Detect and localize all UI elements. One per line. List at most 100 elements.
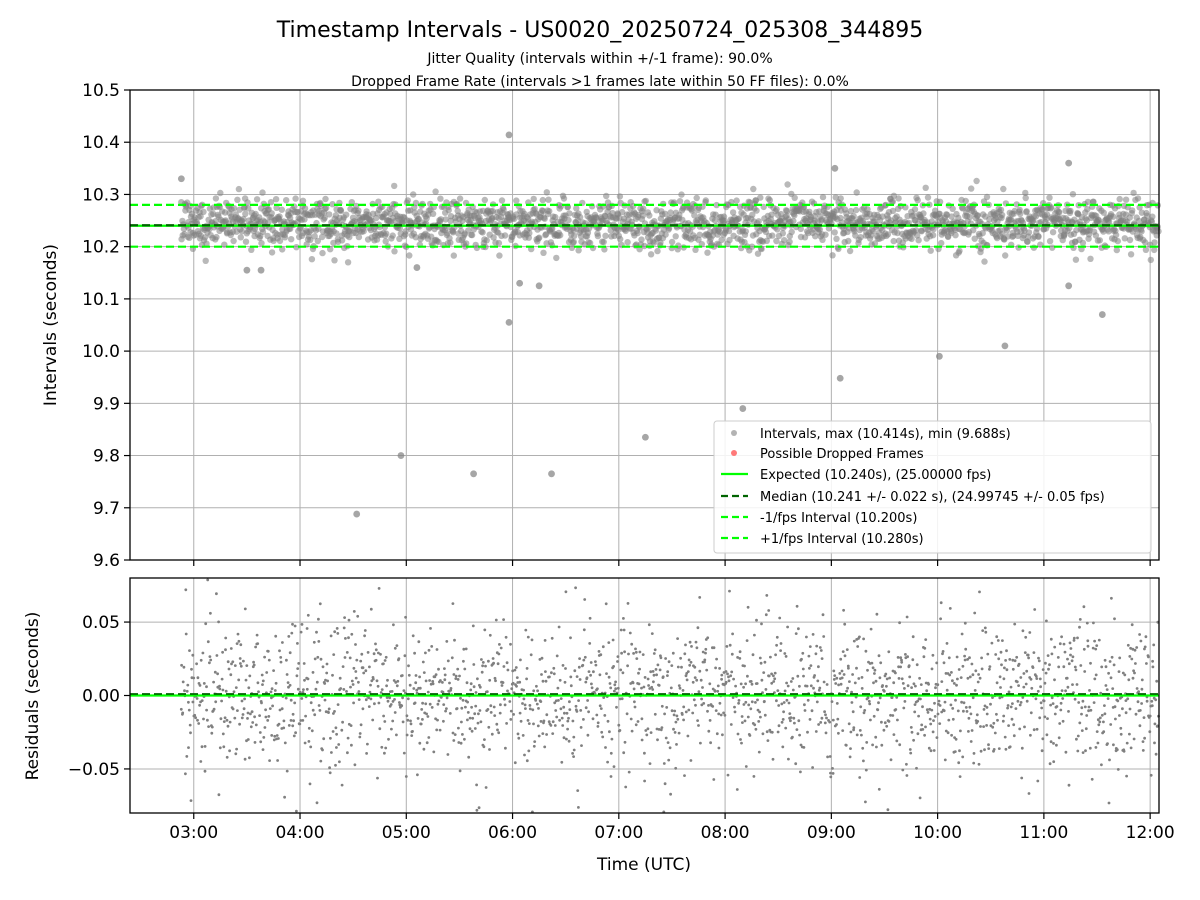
residual-point [1065,676,1069,680]
residual-point [757,720,761,723]
residual-point [632,652,635,655]
residual-point [695,646,699,650]
residual-point [730,652,734,656]
residual-point [285,769,289,773]
residual-point [303,678,306,682]
bottom-y-ticks: 0.050.00−0.05 [68,613,130,780]
top-y-tick-label: 10.3 [82,185,120,205]
residual-point [791,677,795,680]
residual-point [855,666,858,670]
residual-point [483,738,486,741]
interval-point [1116,195,1123,203]
residual-point [551,732,555,735]
interval-point [479,229,486,236]
residual-point [1119,732,1123,736]
interval-point [742,228,749,235]
residual-point [738,650,742,654]
residual-point [581,663,585,667]
residual-point [1018,703,1022,707]
residual-point [819,649,823,652]
residual-point [599,653,603,657]
interval-point [299,197,307,204]
top-y-tick-label: 9.8 [93,447,120,467]
x-tick-label: 09:00 [807,823,856,843]
residual-point [420,708,424,711]
residual-point [770,681,774,685]
residual-point [470,729,474,733]
interval-point [552,213,559,221]
residual-point [931,730,935,734]
residual-point [207,725,211,728]
residual-point [852,728,855,732]
residual-point [719,713,723,717]
residual-point [187,746,190,749]
residual-point [486,708,490,711]
residual-point [1049,703,1052,707]
residual-point [326,679,329,683]
residual-point [445,640,449,643]
residual-point [208,655,212,658]
residual-point [531,708,535,712]
residual-point [676,665,680,669]
residual-point [664,657,667,660]
residual-point [995,712,998,716]
residual-point [1128,655,1132,658]
residual-point [622,628,626,632]
residual-point [218,684,221,688]
residual-point [998,675,1002,679]
residual-point [529,653,533,657]
residual-point [630,729,634,733]
outlier-point [548,470,555,478]
residual-point [933,715,937,718]
interval-point [981,258,988,265]
residual-point [274,634,278,638]
residual-point [335,627,339,630]
residual-point [763,713,767,717]
residual-point [939,601,943,605]
residual-point [1059,708,1063,712]
residual-point [936,712,940,716]
residual-point [716,684,720,688]
residual-point [355,658,359,662]
residual-point [951,717,955,721]
residual-point [1055,743,1058,747]
residual-point [537,707,540,710]
residual-point [906,655,909,659]
residual-point [1038,677,1042,681]
residual-point [180,663,184,667]
residual-point [439,696,443,699]
residual-point [1072,636,1076,640]
residual-point [1081,751,1085,754]
residual-point [831,772,835,775]
interval-point [454,207,461,215]
residual-point [506,689,509,693]
residual-point [991,725,995,729]
interval-point [203,240,210,247]
residual-point [1076,636,1079,640]
residual-point [475,783,478,787]
residual-point [1135,687,1139,690]
residual-point [716,689,720,693]
residual-point [606,719,610,723]
residual-point [345,690,348,693]
residual-point [726,672,729,676]
residual-point [711,705,715,708]
residual-point [591,717,595,721]
residual-point [846,686,849,690]
interval-point [914,197,921,204]
residual-point [401,696,404,700]
bottom-y-tick-label: 0.00 [82,687,120,707]
residual-point [224,648,227,652]
interval-point [337,207,345,215]
residual-point [185,755,189,758]
residual-point [925,689,929,693]
residual-point [366,651,370,654]
residual-point [330,751,333,754]
residual-point [1085,714,1089,717]
x-tick-label: 05:00 [382,823,431,843]
residual-point [989,702,992,706]
residual-point [556,686,560,690]
residual-point [954,737,958,741]
interval-point [1129,207,1136,214]
residual-point [554,709,558,712]
